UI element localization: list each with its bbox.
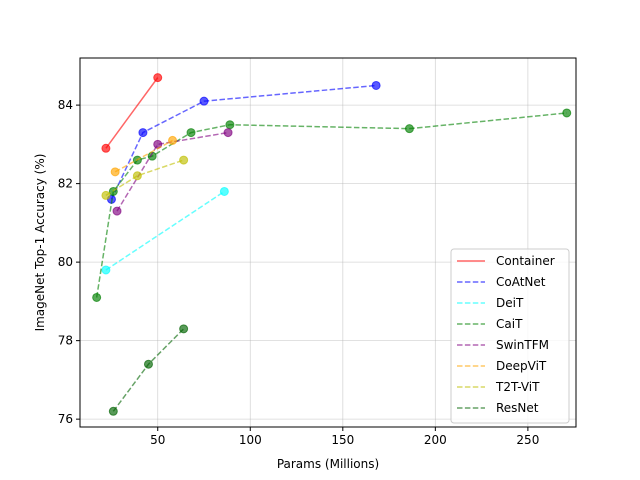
series-line-container [105, 77, 159, 149]
y-tick-label: 76 [58, 412, 73, 426]
data-point-coatnet [199, 96, 209, 106]
y-tick-label: 80 [58, 255, 73, 269]
plot-frame [79, 57, 577, 428]
axis-ticks: 50 100 150 200 250 76 78 80 82 84 [58, 98, 540, 447]
series-container [101, 73, 163, 153]
legend-item: SwinTFM [457, 338, 549, 352]
series-layer [92, 73, 572, 416]
legend: Container CoAtNet DeiT CaiT SwinTFM DeepViT T2… [450, 248, 570, 424]
y-tick-label: 84 [58, 98, 73, 112]
legend-label: Container [496, 254, 555, 268]
y-tick-label: 78 [58, 334, 73, 348]
data-point-container [101, 143, 111, 153]
x-tick-label: 150 [331, 433, 354, 447]
x-tick-label: 250 [516, 433, 539, 447]
series-line-deepvit [114, 139, 173, 173]
legend-item: CaiT [457, 317, 523, 331]
data-point-resnet [179, 324, 189, 334]
data-point-deepvit [168, 135, 178, 145]
x-tick-label: 50 [150, 433, 165, 447]
legend-label: DeiT [496, 296, 524, 310]
data-point-coatnet [371, 80, 381, 90]
data-point-t2t-vit [179, 155, 189, 165]
legend-item: DeiT [457, 296, 524, 310]
data-point-t2t-vit [132, 171, 142, 181]
data-point-deit [101, 265, 111, 275]
y-axis-label: ImageNet Top-1 Accuracy (%) [33, 154, 47, 332]
data-point-resnet [143, 359, 153, 369]
x-tick-label: 100 [239, 433, 262, 447]
data-point-t2t-vit [101, 190, 111, 200]
data-point-cait [186, 128, 196, 138]
data-point-cait [225, 120, 235, 130]
data-point-swintfm [112, 206, 122, 216]
legend-item: CoAtNet [457, 275, 546, 289]
legend-label: DeepViT [496, 359, 547, 373]
series-deepvit [110, 135, 178, 177]
data-point-container [153, 73, 163, 83]
x-tick-label: 200 [424, 433, 447, 447]
legend-label: CaiT [496, 317, 523, 331]
legend-item: ResNet [457, 401, 539, 415]
legend-item: Container [457, 254, 555, 268]
data-point-coatnet [138, 128, 148, 138]
legend-box [450, 248, 570, 424]
data-point-deit [219, 186, 229, 196]
x-axis-label: Params (Millions) [277, 457, 379, 471]
data-point-deepvit [110, 167, 120, 177]
series-resnet [108, 324, 189, 416]
series-t2t-vit [101, 155, 189, 200]
series-line-swintfm [116, 131, 229, 212]
y-tick-label: 82 [58, 177, 73, 191]
series-swintfm [112, 128, 233, 216]
legend-label: SwinTFM [496, 338, 549, 352]
legend-label: ResNet [496, 401, 539, 415]
legend-item: DeepViT [457, 359, 547, 373]
data-point-cait [562, 108, 572, 118]
legend-label: CoAtNet [496, 275, 546, 289]
data-point-cait [92, 292, 102, 302]
data-point-swintfm [223, 128, 233, 138]
data-point-resnet [108, 406, 118, 416]
legend-item: T2T-ViT [457, 380, 540, 394]
data-point-cait [404, 124, 414, 134]
series-deit [101, 186, 229, 275]
legend-label: T2T-ViT [495, 380, 540, 394]
